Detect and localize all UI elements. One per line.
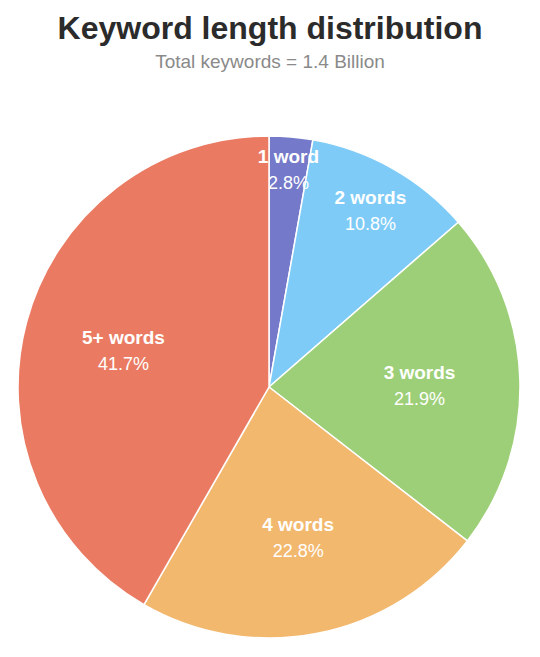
svg-text:4 words22.8%: 4 words22.8% <box>262 514 334 561</box>
html-text:Total keywords = 1.4 Billion: Total keywords = 1.4 Billion <box>155 51 385 72</box>
svg-text:1 word2.8%: 1 word2.8% <box>258 146 319 193</box>
svg-text:2 words10.8%: 2 words10.8% <box>335 187 407 234</box>
svg-text:3 words21.9%: 3 words21.9% <box>384 362 456 409</box>
html-text:Keyword length distribution: Keyword length distribution <box>57 10 483 46</box>
svg-text:5+ words41.7%: 5+ words41.7% <box>82 327 165 374</box>
